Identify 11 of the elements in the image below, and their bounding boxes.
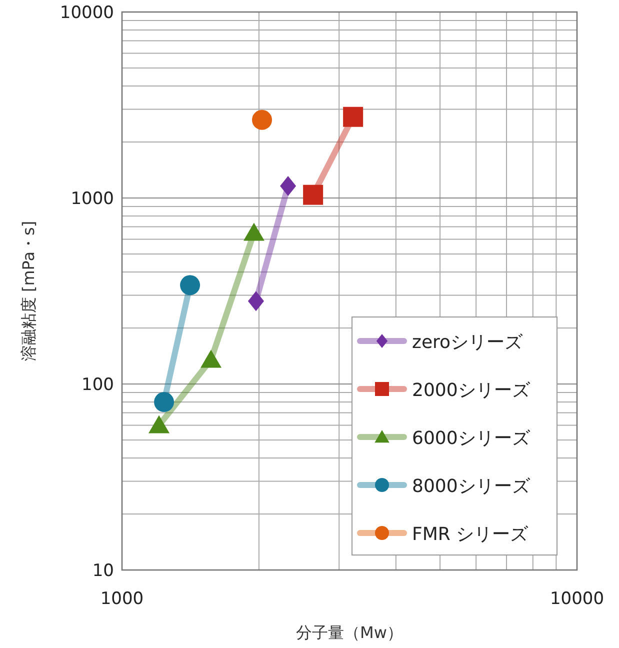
y-axis-title: 溶融粘度 [mPa・s]: [19, 220, 38, 362]
y-tick-label: 1000: [70, 189, 114, 209]
y-tick-label: 100: [82, 375, 114, 395]
y-tick-label: 10000: [60, 3, 114, 23]
legend-label: zeroシリーズ: [412, 332, 524, 353]
y-tick-label: 10: [92, 561, 114, 581]
legend-label: 2000シリーズ: [412, 380, 531, 401]
legend-label: 6000シリーズ: [412, 428, 531, 449]
legend-label: FMR シリーズ: [412, 524, 530, 545]
x-axis-title: 分子量（Mw）: [296, 623, 403, 642]
legend-label: 8000シリーズ: [412, 476, 531, 497]
